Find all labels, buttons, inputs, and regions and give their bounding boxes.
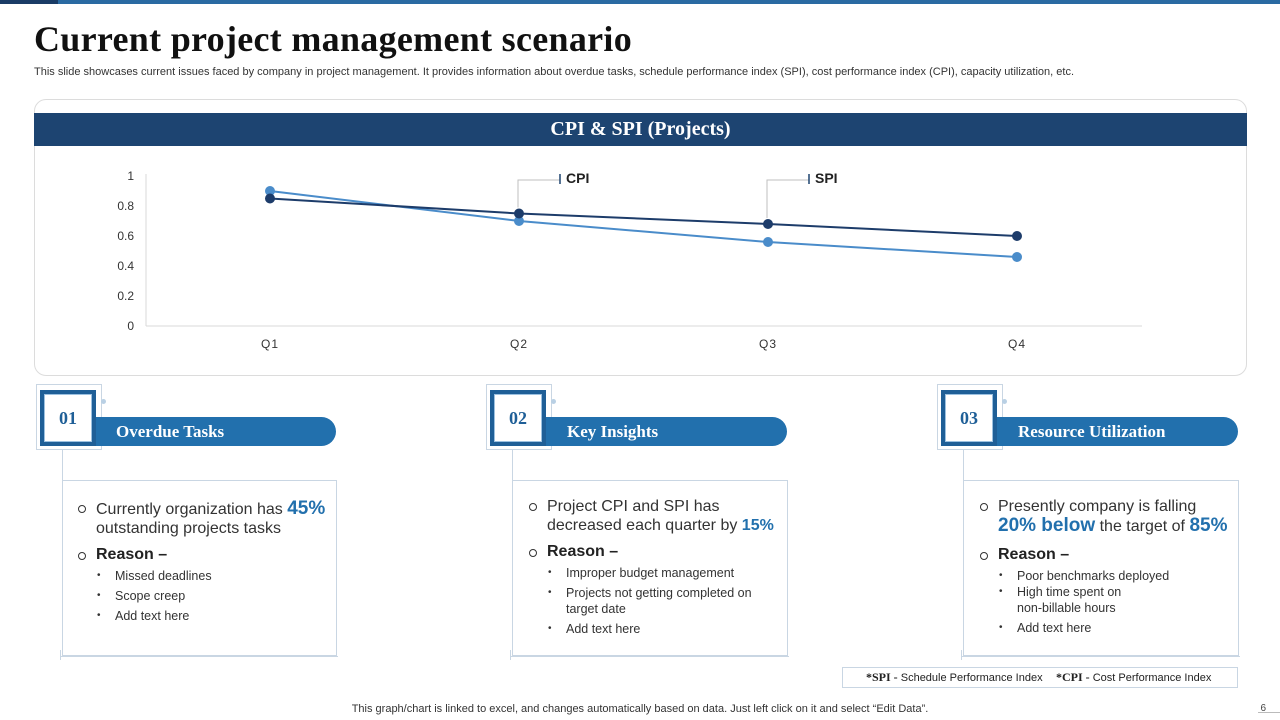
data-point-spi[interactable] [763, 237, 773, 247]
card-resource-dot [1002, 399, 1007, 404]
y-tick-label: 1 [127, 169, 134, 183]
data-point-cpi[interactable] [1012, 231, 1022, 241]
series-label-cpi: CPI [566, 170, 589, 186]
legend-cpi-key: *CPI - [1056, 670, 1090, 684]
top-accent-dark [0, 0, 58, 4]
card-overdue-title: Overdue Tasks [116, 422, 225, 441]
card-insights-footline [510, 656, 789, 657]
card-insights-title: Key Insights [567, 422, 659, 441]
card-resource-highlight: 20% below [998, 515, 1096, 536]
card-resource-text: Presently company is falling 20% below t… [980, 497, 1238, 536]
card-overdue-item: Missed deadlines [97, 568, 212, 584]
card-resource-highlight-2: 85% [1189, 515, 1228, 536]
x-tick-label: Q2 [510, 337, 528, 351]
card-insights-connector [512, 450, 513, 480]
card-resource-item: Poor benchmarks deployed [999, 568, 1169, 584]
card-resource-item-cont: non-billable hours [1017, 601, 1116, 615]
card-insights-number: 02 [490, 390, 546, 446]
callout-leader [517, 179, 560, 208]
page-number-rule [1258, 712, 1280, 713]
card-insights-line1: Project CPI and SPI has [547, 498, 720, 515]
chart-title: CPI & SPI (Projects) [34, 113, 1247, 146]
card-overdue-footline [60, 656, 338, 657]
card-resource-line2: the target of [1099, 518, 1185, 535]
card-resource-number: 03 [941, 390, 997, 446]
card-insights-line2: decreased each quarter by [547, 517, 738, 534]
data-point-cpi[interactable] [514, 208, 524, 219]
card-resource-foot-tick [961, 650, 962, 660]
series-label-spi: SPI [815, 170, 838, 186]
card-resource-line1: Presently company is falling [998, 498, 1197, 515]
y-tick-label: 0 [127, 319, 134, 333]
card-overdue-line2: outstanding projects tasks [96, 520, 281, 537]
card-overdue-foot-tick [60, 650, 61, 660]
card-overdue-connector [62, 450, 63, 480]
card-resource-item: Add text here [999, 620, 1091, 636]
card-overdue-line1: Currently organization has [96, 501, 283, 518]
data-point-spi[interactable] [265, 186, 275, 196]
card-insights-reason: Reason – [529, 543, 619, 561]
card-insights-item: Projects not getting completed on [548, 585, 751, 601]
card-overdue-reason-label: Reason – [96, 546, 168, 563]
y-tick-label: 0.8 [117, 199, 134, 213]
card-insights-highlight: 15% [741, 517, 774, 534]
card-insights-item-cont: target date [566, 602, 626, 616]
abbreviation-legend: *SPI - Schedule Performance Index *CPI -… [842, 667, 1238, 688]
card-overdue-title-bar: Overdue Tasks [58, 417, 336, 446]
page-subtitle: This slide showcases current issues face… [34, 66, 1074, 78]
card-overdue-item: Scope creep [97, 588, 185, 604]
card-resource-item: High time spent on [999, 584, 1121, 600]
card-insights-reason-label: Reason – [547, 543, 619, 560]
card-insights-text: Project CPI and SPI has decreased each q… [529, 497, 787, 535]
series-line-cpi[interactable] [269, 197, 1018, 237]
card-overdue-highlight: 45% [287, 498, 326, 519]
card-overdue-reason: Reason – [78, 546, 168, 564]
x-tick-label: Q1 [261, 337, 279, 351]
y-tick-label: 0.2 [117, 289, 134, 303]
card-overdue-dot [101, 399, 106, 404]
legend-cpi-text: Cost Performance Index [1092, 672, 1212, 684]
page-title: Current project management scenario [34, 19, 633, 59]
legend-spi-key: *SPI - [866, 670, 898, 684]
card-overdue-item: Add text here [97, 608, 189, 624]
card-resource-connector [963, 450, 964, 480]
legend-spi-text: Schedule Performance Index [900, 672, 1043, 684]
top-accent-bar [0, 0, 1280, 4]
card-overdue-text: Currently organization has 45% outstandi… [78, 498, 336, 538]
card-resource-reason-label: Reason – [998, 546, 1070, 563]
series-line-spi[interactable] [269, 190, 1018, 258]
x-tick-label: Q3 [759, 337, 777, 351]
page-number: 6 [1260, 703, 1266, 714]
card-insights-foot-tick [510, 650, 511, 660]
data-point-spi[interactable] [514, 216, 524, 226]
line-chart[interactable]: 0 0.2 0.4 0.6 0.8 1 Q1 Q2 Q3 Q4 CPI SPI [34, 146, 1247, 366]
y-tick-label: 0.4 [117, 259, 134, 273]
data-point-cpi[interactable] [265, 193, 275, 204]
card-insights-title-bar: Key Insights [508, 417, 787, 446]
card-insights-item: Add text here [548, 621, 640, 637]
data-point-cpi[interactable] [763, 219, 773, 229]
callout-leader [766, 179, 809, 218]
x-tick-label: Q4 [1008, 337, 1026, 351]
card-resource-reason: Reason – [980, 546, 1070, 564]
card-resource-title: Resource Utilization [1018, 422, 1166, 441]
y-tick-label: 0.6 [117, 229, 134, 243]
card-insights-dot [551, 399, 556, 404]
footnote: This graph/chart is linked to excel, and… [351, 703, 929, 715]
card-resource-footline [961, 656, 1240, 657]
card-insights-item: Improper budget management [548, 565, 734, 581]
data-point-spi[interactable] [1012, 252, 1022, 262]
card-overdue-number: 01 [40, 390, 96, 446]
card-resource-title-bar: Resource Utilization [959, 417, 1238, 446]
